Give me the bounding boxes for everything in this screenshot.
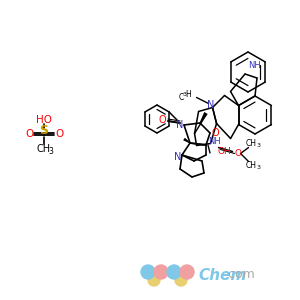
Circle shape: [167, 265, 181, 279]
Text: O: O: [211, 128, 219, 138]
Text: H: H: [186, 90, 191, 99]
Circle shape: [180, 265, 194, 279]
Polygon shape: [183, 138, 190, 143]
Text: .com: .com: [225, 268, 256, 281]
Text: N: N: [174, 152, 182, 162]
Polygon shape: [200, 112, 208, 123]
Text: Chem: Chem: [198, 268, 246, 283]
Circle shape: [141, 265, 155, 279]
Text: 3: 3: [256, 165, 260, 170]
Text: CH: CH: [246, 139, 257, 148]
Circle shape: [154, 265, 168, 279]
Text: N: N: [176, 120, 184, 130]
Text: O: O: [25, 129, 33, 139]
Text: O: O: [55, 129, 63, 139]
Text: NH: NH: [208, 137, 221, 146]
Text: C: C: [179, 93, 184, 102]
Text: OH: OH: [218, 146, 232, 155]
Text: O: O: [158, 115, 166, 125]
Text: 3: 3: [182, 92, 187, 97]
Circle shape: [148, 274, 160, 286]
Text: CH: CH: [246, 161, 257, 170]
Text: N: N: [207, 100, 214, 110]
Circle shape: [175, 274, 187, 286]
Text: S: S: [40, 124, 49, 137]
Text: HO: HO: [36, 115, 52, 125]
Text: O: O: [234, 149, 241, 158]
Text: 3: 3: [49, 146, 53, 155]
Text: CH: CH: [37, 144, 51, 154]
Text: NH: NH: [248, 61, 261, 70]
Text: 3: 3: [256, 143, 260, 148]
